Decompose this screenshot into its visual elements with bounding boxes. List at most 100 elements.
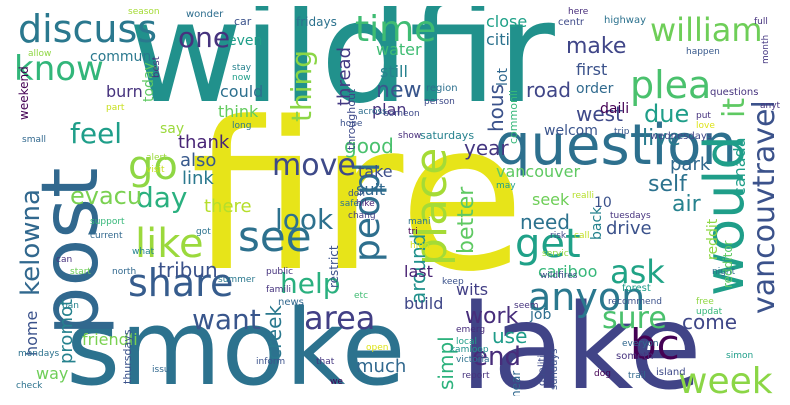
word-public: public [266,267,294,277]
word-work: work [465,304,519,329]
word-mondays: mondays [18,349,60,359]
word-fire: fire [190,79,526,317]
word-order: order [576,81,614,97]
word-victoria: victoria [456,355,490,365]
word-kamloop: kamloop [450,345,489,355]
word-someon: someon [384,109,420,119]
word-kelowna: kelowna [16,189,46,296]
word-everyon: everyon [622,339,659,349]
word-canada: canada [730,137,749,196]
word-alert: alert [146,153,167,163]
word-sure: sure [602,301,667,336]
word-highway: highway [604,15,647,26]
word-famili: famili [266,285,291,295]
word-trip: trip [614,127,630,137]
word-smoke: smoke [66,287,406,396]
word-issu: issu [152,365,170,375]
word-due: due [644,100,690,128]
word-island: island [656,367,686,378]
word-weekend: weekend [17,66,31,120]
word-north: north [112,267,137,277]
word-self: self [648,172,687,197]
word-throughout: throughout [345,88,358,150]
word-see: see [238,212,312,261]
word-near: near [509,370,523,396]
word-reddit: reddit [705,218,721,260]
word-chang: chang [348,211,376,221]
word-suit: suit [356,180,386,199]
word-questions: questions [710,87,759,98]
word-want: want [192,303,261,336]
word-centr: centr [558,17,585,28]
word-qualiti: qualiti [537,354,548,386]
word-simon: simon [726,351,754,361]
word-good: good [344,134,394,158]
word-seek: seek [532,190,570,209]
word-tribun: tribun [158,258,218,282]
word-what: what [132,247,155,257]
word-ban: ban [62,301,79,311]
word-back: back [589,206,605,240]
word-restrict: restrict [327,245,341,288]
word-dog: dog [594,369,611,379]
word-check: check [16,381,43,391]
word-trail: trail [628,371,646,381]
word-better: better [454,186,479,254]
word-long: long [232,121,252,131]
word-best: best [151,56,162,78]
word-car: car [234,15,252,28]
word-sundays: sundays [549,348,560,391]
word-vancouver: vancouver [496,162,581,181]
word-anyon: anyon [528,275,646,319]
word-vancouvtravel: vancouvtravel [747,100,780,314]
word-hope: hope [340,119,363,129]
word-someth: someth [616,351,654,362]
word-forest: forest [622,283,651,294]
word-think: think [218,102,259,121]
word-link: link [182,168,214,189]
word-updat: updat [696,307,723,317]
word-it: it [717,97,752,118]
word-we: we [330,377,343,387]
word-may: may [496,181,516,191]
word-allow: allow [28,49,52,59]
word-make: make [566,34,627,59]
word-commonli: commonli [507,89,520,144]
word-first: first [576,60,608,79]
word-also: also [180,150,217,171]
word-go: go [128,143,178,189]
word-plea: plea [630,63,712,107]
word-citi: citi [486,30,510,49]
word-mani: mani [408,217,431,227]
word-friendli: friendli [82,330,138,349]
word-realli: realli [572,191,595,201]
word-region: region [426,83,458,94]
word-know: know [14,49,104,89]
word-need: need [520,210,570,234]
word-discuss: discuss [18,7,158,51]
word-wildfir: wildfir [128,6,555,135]
word-year: year [464,136,509,160]
word-love: love [696,121,715,131]
word-plan: plan [372,100,407,119]
word-now: now [232,73,251,83]
word-take: take [358,162,393,181]
word-lot: lot [495,68,511,86]
word-got: got [196,227,211,237]
word-there: there [204,196,252,217]
word-emerg: emerg [456,325,486,335]
word-air: air [672,192,701,217]
word-last: last [404,262,433,281]
word-redditor: redditor [721,240,735,288]
word-here: here [568,7,589,17]
word-job: job [530,307,552,323]
word-etc: etc [354,291,369,301]
word-live: live [642,126,681,151]
word-report: report [462,371,490,381]
word-hous: hous [484,83,508,132]
word-way: way [36,364,69,383]
word-start: start [70,267,91,277]
word-daili: daili [600,101,630,117]
word-across: across [358,107,387,117]
word-ask: ask [610,253,665,291]
